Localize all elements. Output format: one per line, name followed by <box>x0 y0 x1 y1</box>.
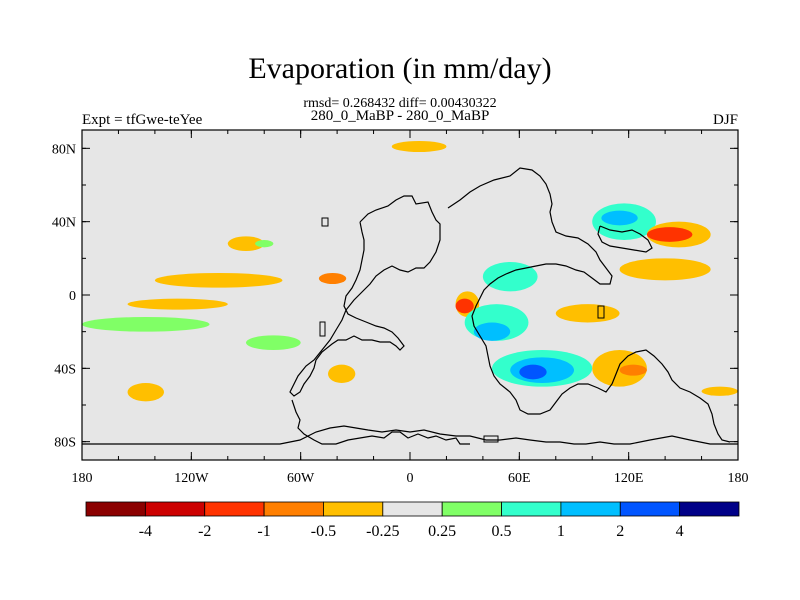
colorbar-label: -0.25 <box>366 523 399 540</box>
anomaly-region <box>619 364 647 376</box>
colorbar: -4 -2 -1 -0.5 -0.25 0.25 0.5 1 2 4 <box>85 501 740 540</box>
plot-subtitle: 280_0_MaBP - 280_0_MaBP <box>310 108 490 124</box>
lat-tick-label: 0 <box>69 289 76 304</box>
colorbar-label: 2 <box>616 523 624 540</box>
experiment-label: Expt = tfGwe-teYee <box>82 112 203 128</box>
map-background <box>82 130 738 460</box>
colorbar-swatch <box>204 501 265 517</box>
lat-ticks: 80N 40N 0 40S 80S <box>52 142 738 451</box>
plot-title: Evaporation (in mm/day) <box>248 52 552 85</box>
lon-tick-label: 60W <box>287 471 315 486</box>
anomaly-region <box>473 322 511 341</box>
island-outline <box>483 435 499 443</box>
colorbar-label: 4 <box>676 523 684 540</box>
anomaly-region <box>227 236 265 252</box>
anomaly-region <box>646 227 693 242</box>
coastline-asia-east <box>597 225 653 253</box>
colorbar-swatch <box>441 501 502 517</box>
anomaly-region <box>592 350 647 387</box>
anomaly-region <box>619 258 711 281</box>
lon-tick-label: 120E <box>614 471 644 486</box>
colorbar-swatch <box>560 501 621 517</box>
lat-tick-label: 40N <box>52 216 76 231</box>
colorbar-swatch <box>619 501 681 517</box>
colorbar-label: -0.5 <box>311 523 336 540</box>
coastline-antarctic <box>82 425 738 445</box>
coastline-south-america-tip <box>291 399 470 445</box>
anomaly-region <box>482 262 538 292</box>
anomaly-region <box>555 304 620 323</box>
anomaly-region <box>318 273 347 284</box>
anomaly-region <box>81 317 210 332</box>
lon-ticks: 180 120W 60W 0 60E 120E 180 <box>72 130 749 486</box>
colorbar-swatch <box>263 501 324 517</box>
coastline-americas <box>289 195 441 397</box>
colorbar-label: 1 <box>557 523 565 540</box>
anomaly-region <box>328 364 356 384</box>
coastlines <box>82 167 738 445</box>
lon-tick-label: 120W <box>174 471 209 486</box>
island-outline <box>321 217 329 227</box>
colorbar-swatch <box>501 501 562 517</box>
anomaly-region <box>154 273 283 288</box>
lon-tick-label: 0 <box>407 471 414 486</box>
colorbar-swatch <box>144 501 206 517</box>
map-area <box>81 129 739 461</box>
colorbar-swatch <box>679 501 740 517</box>
lon-tick-label: 60E <box>508 471 531 486</box>
anomaly-region <box>255 240 274 248</box>
colorbar-label: -4 <box>139 523 152 540</box>
anomaly-region <box>701 386 738 396</box>
lon-tick-label: 180 <box>72 471 93 486</box>
anomaly-region <box>519 364 547 380</box>
colorbar-label: 0.25 <box>428 523 456 540</box>
lat-tick-label: 80S <box>54 436 76 451</box>
anomaly-region <box>246 335 301 350</box>
island-outline <box>319 321 326 337</box>
anomaly-regions <box>81 141 738 402</box>
colorbar-label: -2 <box>198 523 211 540</box>
island-outline <box>597 305 605 319</box>
anomaly-region <box>127 383 164 402</box>
colorbar-swatch <box>382 501 443 517</box>
anomaly-region <box>455 298 474 314</box>
lon-tick-label: 180 <box>728 471 749 486</box>
lat-tick-label: 80N <box>52 142 76 157</box>
season-label: DJF <box>712 112 738 128</box>
anomaly-region <box>127 298 228 310</box>
anomaly-region <box>391 141 447 152</box>
anomaly-region <box>601 210 638 226</box>
lat-tick-label: 40S <box>54 362 76 377</box>
coastline-africa-eurasia <box>447 167 731 443</box>
colorbar-swatch <box>85 501 146 517</box>
stats-line: rmsd= 0.268432 diff= 0.00430322 <box>303 96 497 111</box>
colorbar-label: -1 <box>257 523 270 540</box>
colorbar-swatch <box>323 501 384 517</box>
colorbar-label: 0.5 <box>492 523 512 540</box>
